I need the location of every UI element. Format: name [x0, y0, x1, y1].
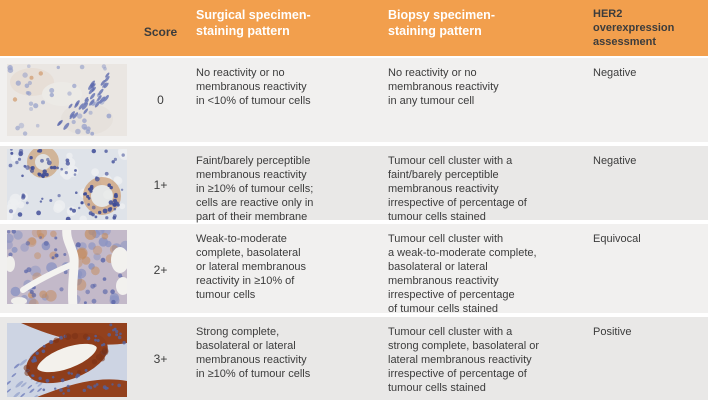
assessment-value: Negative — [593, 155, 637, 167]
histology-image-cell — [0, 146, 133, 224]
table-row: 3+ Strong complete, basolateral or later… — [0, 317, 708, 400]
biopsy-pattern-text: No reactivity or no membranous reactivit… — [388, 67, 499, 107]
table-row: 2+ Weak-to-moderate complete, basolatera… — [0, 224, 708, 316]
biopsy-pattern-text: Tumour cell cluster with a faint/barely … — [388, 155, 527, 223]
histology-micrograph-score-2plus — [7, 230, 127, 304]
histology-image-cell — [0, 317, 133, 400]
header-score: Score — [143, 24, 178, 39]
header-biopsy-pattern: Biopsy specimen- staining pattern — [388, 8, 495, 38]
histology-image-cell — [0, 224, 133, 316]
header-surgical-pattern: Surgical specimen- staining pattern — [196, 8, 311, 38]
histology-image-cell — [0, 58, 133, 142]
assessment-value: Negative — [593, 67, 637, 79]
biopsy-pattern-text: Tumour cell cluster with a strong comple… — [388, 326, 540, 394]
histology-micrograph-score-1plus — [7, 149, 127, 220]
score-value: 3+ — [153, 351, 168, 366]
table-row: 1+ Faint/barely perceptible membranous r… — [0, 146, 708, 223]
histology-micrograph-score-0 — [7, 64, 127, 136]
score-value: 1+ — [153, 178, 168, 192]
table-header-row: Score Surgical specimen- staining patter… — [0, 0, 708, 56]
histology-micrograph-score-3plus — [7, 323, 127, 397]
surgical-pattern-text: Strong complete, basolateral or lateral … — [196, 326, 311, 380]
surgical-pattern-text: Weak-to-moderate complete, basolateral o… — [196, 233, 307, 301]
score-value: 0 — [157, 93, 164, 107]
header-image-column — [0, 0, 133, 56]
header-her2-assessment: HER2 overexpression assessment — [593, 8, 675, 48]
surgical-pattern-text: No reactivity or no membranous reactivit… — [196, 67, 311, 107]
surgical-pattern-text: Faint/barely perceptible membranous reac… — [196, 155, 314, 223]
table-row: 0 No reactivity or no membranous reactiv… — [0, 58, 708, 142]
score-value: 2+ — [153, 263, 168, 277]
assessment-value: Positive — [593, 326, 632, 338]
assessment-value: Equivocal — [593, 233, 641, 245]
biopsy-pattern-text: Tumour cell cluster with a weak-to-moder… — [388, 233, 537, 315]
